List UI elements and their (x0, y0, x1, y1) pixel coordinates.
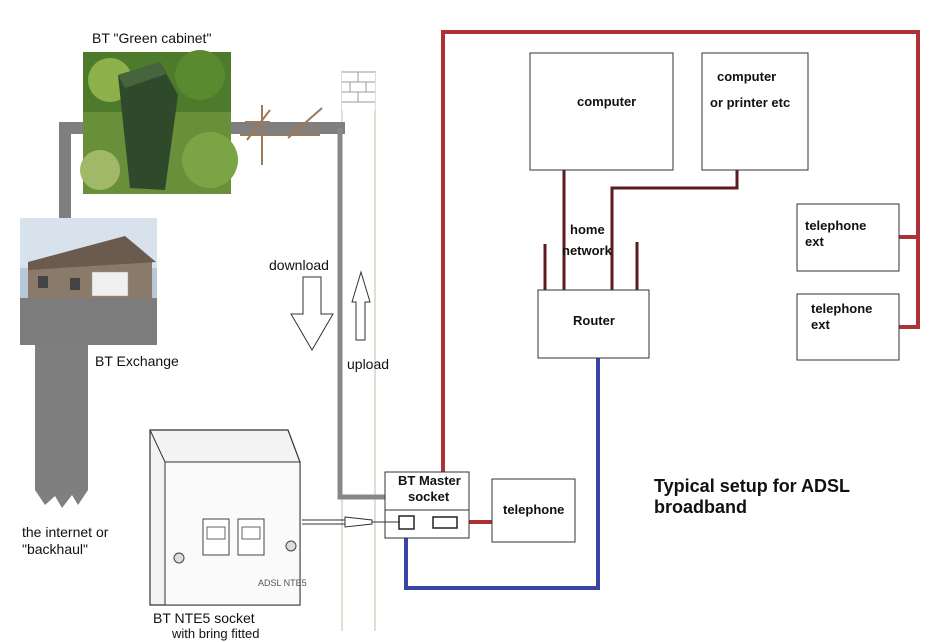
computer-2-label-line2: or printer etc (710, 95, 791, 110)
dropwire (337, 128, 385, 500)
green-cabinet-photo (80, 50, 238, 194)
plug-lead (302, 516, 400, 528)
telephone-label: telephone (503, 502, 565, 517)
nte5-label-line2: with bring fitted (172, 626, 260, 641)
download-label: download (269, 257, 329, 273)
adsl-wire (404, 358, 600, 590)
computer-2-label-line1: computer (717, 69, 777, 84)
exchange-label: BT Exchange (95, 353, 179, 369)
upload-arrow (351, 270, 371, 341)
master-socket-port-adsl (398, 515, 415, 530)
nte5-label-line1: BT NTE5 socket (153, 610, 255, 626)
upload-label: upload (347, 356, 390, 372)
master-socket-label-line2: socket (408, 489, 450, 504)
telephone-ext-1-label-line2: ext (805, 234, 824, 249)
master-socket-port-phone (432, 516, 458, 529)
telephone-ext-2-box (796, 293, 900, 361)
router-box (537, 289, 650, 359)
diagram-title-line2: broadband (654, 497, 747, 517)
telephone-ext-2-label-line2: ext (811, 317, 830, 332)
router-label: Router (573, 313, 615, 328)
telephone-ext-1-label-line1: telephone (805, 218, 867, 233)
telephone-box (491, 478, 576, 543)
pole-crossarms (240, 105, 323, 165)
download-arrow (290, 276, 334, 351)
computer-2-box (701, 52, 809, 171)
backhaul-tail (35, 345, 88, 508)
network-wires (543, 170, 739, 290)
telephone-ext-1-box (796, 203, 900, 272)
telephone-ext-2-label-line1: telephone (811, 301, 873, 316)
diagram-title-line1: Typical setup for ADSL (654, 476, 851, 496)
exchange-photo (20, 218, 157, 345)
telephone-ext-wire (441, 30, 920, 472)
internet-label-line1: the internet or (22, 524, 109, 540)
nte5-socket (149, 429, 301, 606)
telegraph-pole (341, 70, 376, 631)
home-label: home (570, 222, 605, 237)
computer-1-box (529, 52, 674, 171)
computer-1-label: computer (577, 94, 637, 109)
master-socket-label-line1: BT Master (398, 473, 461, 488)
green-cabinet-label: BT "Green cabinet" (92, 30, 212, 46)
internet-label-line2: "backhaul" (22, 541, 88, 557)
nte5-faceplate-label: ADSL NTE5 (258, 578, 307, 588)
network-label: network (562, 243, 612, 258)
